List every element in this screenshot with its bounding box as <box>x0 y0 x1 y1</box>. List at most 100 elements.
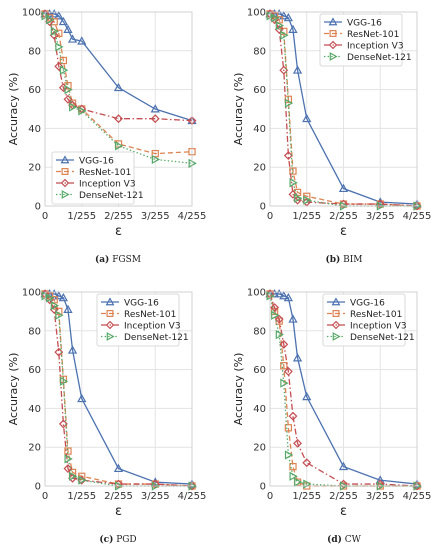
figure-caption: (a) FGSM <box>95 254 141 265</box>
series-line <box>269 295 417 487</box>
y-tick-label: 60 <box>28 85 41 96</box>
x-tick-label: 4/255 <box>403 211 432 222</box>
legend-label: DenseNet-121 <box>79 191 144 201</box>
series-vgg-16 <box>40 9 197 125</box>
legend-box <box>51 151 135 205</box>
legend-marker <box>105 297 115 306</box>
data-point <box>150 104 160 113</box>
chart-panel: 0 20 40 60 80 100 0 1/255 2/255 3/255 4/255 Accurac… <box>7 8 206 266</box>
x-tick-label: 0 <box>42 491 48 502</box>
legend-marker <box>331 297 341 306</box>
data-point <box>54 11 64 20</box>
data-point <box>113 82 124 92</box>
data-point <box>293 438 303 448</box>
x-tick-label: 4/255 <box>403 491 432 502</box>
x-tick-label: 1/255 <box>292 491 321 502</box>
x-tick-label: 3/255 <box>366 491 395 502</box>
legend-marker <box>61 190 70 199</box>
data-point <box>274 289 284 298</box>
data-point <box>115 141 124 151</box>
data-point <box>302 391 312 401</box>
data-point <box>54 291 64 300</box>
x-tick-label: 2/255 <box>104 491 133 502</box>
data-point <box>67 34 78 43</box>
x-tick-label: 3/255 <box>141 491 170 502</box>
legend-label: Inception V3 <box>347 41 404 51</box>
y-axis-label: Accuracy (%) <box>232 73 245 146</box>
y-tick-label: 80 <box>28 46 41 57</box>
data-point <box>78 106 87 116</box>
data-point <box>50 300 60 311</box>
data-point <box>63 304 73 313</box>
series-line <box>44 293 193 487</box>
legend-marker <box>332 332 341 341</box>
y-tick-label: 80 <box>253 46 266 57</box>
data-point <box>279 11 289 20</box>
data-point <box>289 462 297 471</box>
data-point <box>279 291 289 300</box>
data-point <box>55 310 64 320</box>
x-axis-label: ε <box>115 224 122 239</box>
data-point <box>283 12 293 22</box>
data-point <box>77 393 87 403</box>
y-tick-label: 20 <box>28 163 41 174</box>
data-point <box>303 195 312 205</box>
data-point <box>63 24 73 33</box>
x-tick-label: 0 <box>42 211 48 222</box>
data-point <box>55 42 64 52</box>
data-point <box>67 345 78 354</box>
caption-prefix: (d) <box>327 534 342 545</box>
figure-caption: (b) BIM <box>325 254 362 265</box>
legend-marker <box>106 310 114 317</box>
data-point <box>58 419 68 429</box>
legend-label: VGG-16 <box>124 298 159 308</box>
caption-text: PGD <box>113 535 136 545</box>
y-tick-label: 0 <box>35 202 41 213</box>
caption-text: FGSM <box>109 255 141 265</box>
y-tick-label: 20 <box>253 443 266 454</box>
x-tick-label: 1/255 <box>67 491 96 502</box>
data-point <box>289 471 298 481</box>
x-axis-label: ε <box>340 224 347 239</box>
legend-label: Inception V3 <box>124 321 181 331</box>
data-point <box>64 84 73 95</box>
data-point <box>114 114 123 124</box>
plot-frame <box>44 11 193 207</box>
legend-label: VGG-16 <box>79 156 114 166</box>
data-point <box>151 149 159 158</box>
data-point <box>113 463 124 473</box>
data-point <box>46 293 55 303</box>
legend-label: DenseNet-121 <box>350 333 415 343</box>
y-tick-label: 60 <box>253 365 266 376</box>
data-point <box>271 310 280 320</box>
data-point <box>58 16 68 26</box>
legend-label: VGG-16 <box>347 18 382 28</box>
plot-frame <box>269 291 418 487</box>
legend-box <box>322 293 406 347</box>
x-tick-label: 1/255 <box>292 211 321 222</box>
legend-marker <box>329 52 338 61</box>
y-tick-label: 40 <box>28 404 41 415</box>
x-tick-label: 1/255 <box>67 211 96 222</box>
legend-label: Inception V3 <box>79 179 136 189</box>
y-tick-label: 40 <box>253 404 266 415</box>
legend-marker <box>331 320 341 330</box>
y-tick-label: 40 <box>253 124 266 135</box>
y-tick-label: 80 <box>28 326 41 337</box>
x-tick-label: 3/255 <box>141 211 170 222</box>
legend-label: ResNet-101 <box>347 30 399 40</box>
data-point <box>275 20 285 31</box>
chart-panel: 0 20 40 60 80 100 0 1/255 2/255 3/255 4/255 Accurac… <box>7 288 206 546</box>
x-tick-label: 2/255 <box>329 211 358 222</box>
data-point <box>58 292 68 302</box>
legend-label: Inception V3 <box>350 321 407 331</box>
y-tick-label: 20 <box>28 443 41 454</box>
legend-marker <box>329 30 337 37</box>
data-point <box>50 18 58 26</box>
data-point <box>294 193 303 203</box>
legend-label: VGG-16 <box>350 298 385 308</box>
legend-label: ResNet-101 <box>124 310 176 320</box>
